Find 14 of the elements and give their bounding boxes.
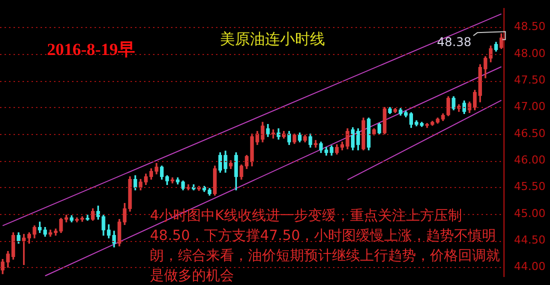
annotation: 48.38 (436, 34, 472, 49)
y-tick-label: 45.00 (514, 206, 546, 220)
y-tick-label: 46.50 (514, 126, 546, 140)
candlestick (170, 177, 174, 184)
y-tick-label: 46.00 (514, 153, 546, 166)
text: 美原油连小时线 (220, 30, 325, 49)
y-tick-label: 44.00 (514, 260, 546, 274)
y-tick-label: 44.50 (514, 234, 546, 247)
y-tick-label: 45.50 (514, 180, 546, 194)
y-tick-label: 47.00 (514, 100, 546, 114)
y-tick-label: 48.00 (514, 46, 546, 60)
y-tick-label: 48.50 (514, 20, 546, 34)
annotation: 2016-8-19早 (47, 39, 135, 61)
y-tick-label: 47.50 (514, 73, 546, 86)
